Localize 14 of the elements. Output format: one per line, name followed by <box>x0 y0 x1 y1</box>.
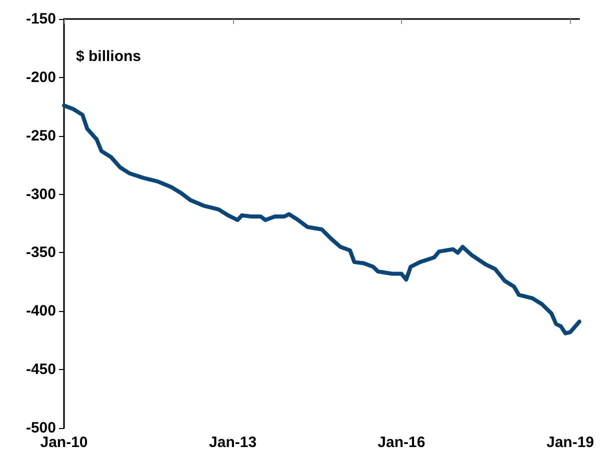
y-tick-label: -450 <box>26 361 56 378</box>
y-axis-title: $ billions <box>76 48 142 65</box>
y-tick-label: -150 <box>26 10 56 28</box>
y-tick-label: -400 <box>26 302 56 320</box>
x-tick-label: Jan-10 <box>40 434 88 451</box>
x-tick-label: Jan-16 <box>378 434 426 451</box>
y-tick-label: -200 <box>26 68 56 86</box>
x-tick-label: Jan-13 <box>209 434 257 451</box>
y-tick-label: -500 <box>26 420 56 436</box>
line-series <box>62 103 582 336</box>
y-tick-label: -300 <box>26 186 56 203</box>
y-tick-label: -350 <box>26 244 56 262</box>
y-tick-label: -250 <box>26 127 56 144</box>
x-tick-label: Jan-19 <box>546 434 594 451</box>
